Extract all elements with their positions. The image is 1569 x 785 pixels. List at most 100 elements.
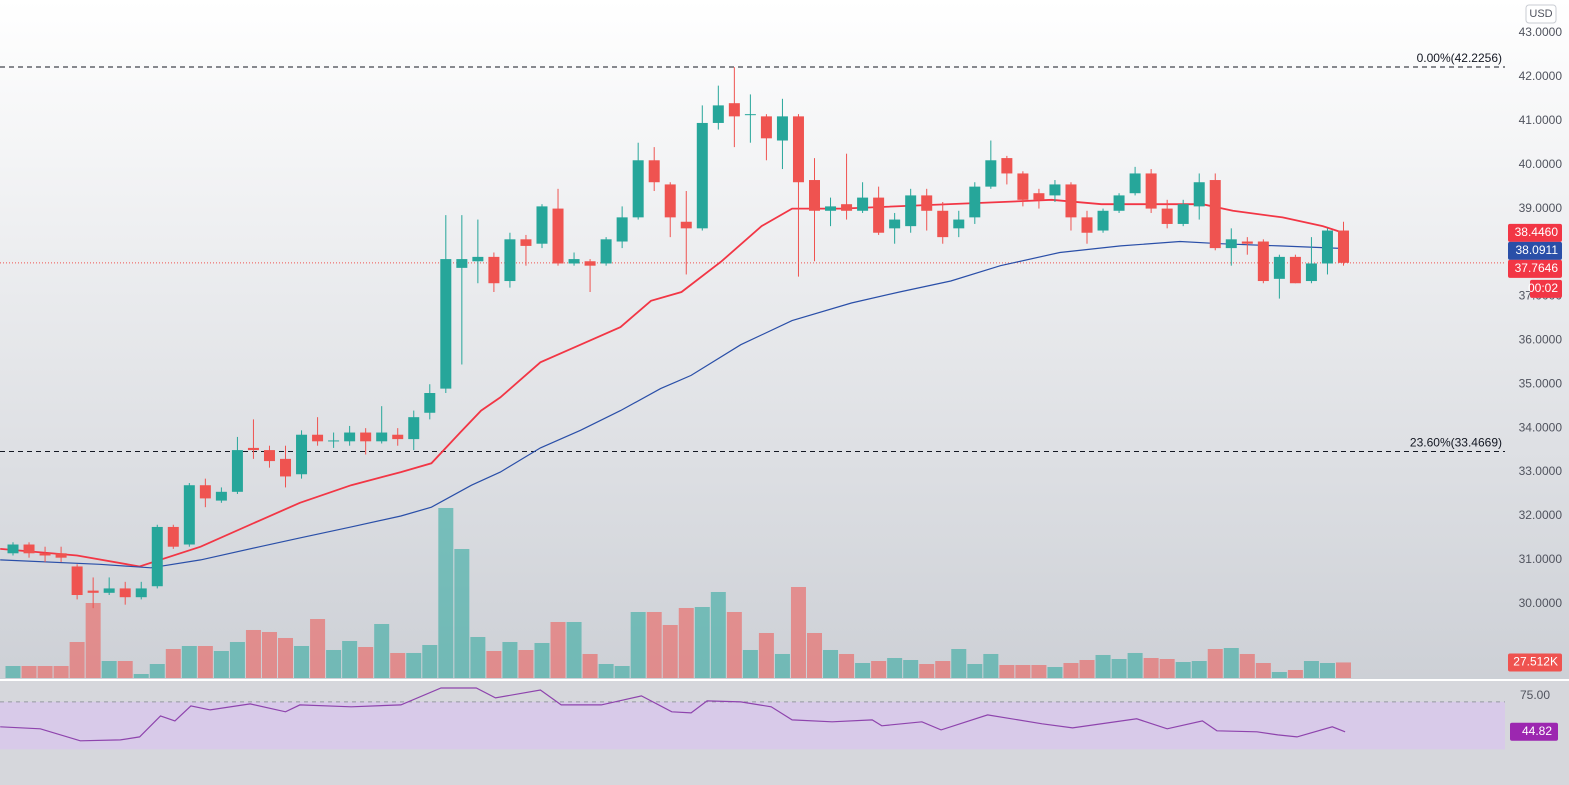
volume-bar <box>903 659 919 678</box>
candle-body <box>167 526 179 547</box>
candle-body <box>1049 184 1061 196</box>
volume-bar <box>518 649 534 678</box>
candle-body <box>744 114 756 116</box>
candle-body <box>969 186 981 218</box>
price-label: 38.4460 <box>1515 225 1559 239</box>
volume-bar <box>117 660 133 678</box>
volume-bar <box>438 507 454 678</box>
volume-bar <box>1047 666 1063 678</box>
rsi-plot <box>0 687 1505 750</box>
volume-bar <box>566 621 582 678</box>
volume-bar <box>470 636 486 678</box>
volume-bar <box>454 548 470 678</box>
volume-bar <box>758 632 774 678</box>
volume-bar <box>598 663 614 678</box>
candle-body <box>1241 241 1253 244</box>
moving-average <box>0 240 1344 569</box>
candle-body <box>648 160 660 183</box>
candle-body <box>1113 195 1125 211</box>
y-tick-label: 30.0000 <box>1519 596 1563 610</box>
volume-bar <box>213 650 229 678</box>
rsi-value: 44.82 <box>1522 724 1552 738</box>
volume-label: 27.512K <box>1513 655 1558 669</box>
volume-bar <box>919 663 935 678</box>
candle-body <box>263 450 275 462</box>
volume-bar <box>550 621 566 678</box>
fib-label: 23.60%(33.4669) <box>1410 436 1502 450</box>
y-tick-label: 39.0000 <box>1519 201 1563 215</box>
volume-bar <box>967 663 983 678</box>
volume-bar <box>358 646 374 678</box>
volume-bar <box>149 663 165 678</box>
candle-body <box>921 195 933 211</box>
y-tick-label: 34.0000 <box>1519 420 1563 434</box>
candle-body <box>1081 217 1093 233</box>
volume-bar <box>1127 652 1143 678</box>
volume-bar <box>1143 657 1159 678</box>
volume-bar <box>406 652 422 678</box>
candle-body <box>488 256 500 284</box>
volume-bar <box>582 653 598 678</box>
candle-body <box>456 259 468 268</box>
candle-body <box>231 450 243 492</box>
y-tick-label: 43.0000 <box>1519 25 1563 39</box>
candle-body <box>1017 173 1029 200</box>
volume-bar <box>1335 662 1351 678</box>
volume-bar <box>1303 660 1319 678</box>
candle-body <box>1193 182 1205 207</box>
volume-bar <box>807 632 822 678</box>
candle-body <box>344 432 356 442</box>
candle-body <box>1273 256 1285 279</box>
candle-body <box>87 590 99 593</box>
volume-bar <box>53 665 69 678</box>
volume-bar <box>999 664 1015 678</box>
volume-bar <box>21 665 37 678</box>
candle-body <box>841 204 853 211</box>
volume-bar <box>101 660 117 678</box>
candle-body <box>584 261 596 266</box>
candle-body <box>616 217 628 242</box>
candle-body <box>1177 204 1189 224</box>
candle-body <box>825 206 837 211</box>
candle-body <box>905 195 917 227</box>
candle-body <box>760 116 772 139</box>
y-tick-label: 35.0000 <box>1519 376 1563 390</box>
candle-body <box>360 432 372 442</box>
volume-bar <box>422 644 438 678</box>
volume-bar <box>774 653 790 678</box>
candle-body <box>664 184 676 218</box>
volume-bar <box>1159 658 1175 678</box>
candle-body <box>552 208 564 264</box>
candle-body <box>215 491 227 501</box>
volume-bar <box>1271 671 1287 678</box>
volume-bar <box>69 641 85 678</box>
candle-body <box>1209 180 1221 249</box>
currency-badge[interactable] <box>1525 4 1557 24</box>
candle-body <box>985 160 997 187</box>
currency: USD <box>1529 8 1552 20</box>
volume-bar <box>630 611 646 678</box>
candle-body <box>1001 158 1013 174</box>
y-tick-label: 41.0000 <box>1519 113 1563 127</box>
volume-bar <box>742 649 758 678</box>
volume-bar <box>1079 659 1095 678</box>
price-label-box <box>1508 223 1562 242</box>
price-plot <box>0 66 1505 678</box>
candle-body <box>39 553 51 556</box>
volume-bar <box>726 611 742 678</box>
volume-bar <box>165 648 181 678</box>
volume-bar <box>1095 654 1111 678</box>
volume-bar <box>1239 653 1255 678</box>
volume-label-box <box>1508 653 1562 672</box>
volume-bar <box>486 650 502 678</box>
volume-bar <box>662 624 678 678</box>
volume-bar <box>310 618 326 678</box>
candle-body <box>440 259 452 389</box>
price-axis: 30.0000 31.0000 32.0000 33.0000 34.0000 35.00… <box>1410 25 1562 741</box>
candle-body <box>103 588 115 593</box>
candle-body <box>328 440 340 442</box>
volume-bar <box>1191 660 1207 678</box>
rsi-tick-label: 75.00 <box>1520 688 1550 702</box>
volume-bar <box>790 586 806 678</box>
